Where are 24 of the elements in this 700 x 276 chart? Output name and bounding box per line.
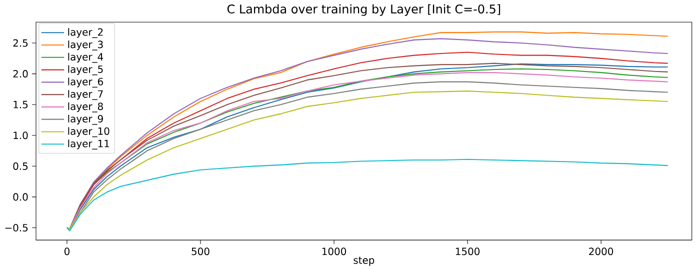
legend-label: layer_6 bbox=[68, 78, 103, 88]
x-tick-label: 1500 bbox=[456, 248, 480, 256]
y-tick-label: 1.5 bbox=[14, 100, 28, 108]
x-tick-label: 2000 bbox=[589, 248, 614, 256]
legend-label: layer_9 bbox=[68, 114, 103, 125]
x-tick-label: 500 bbox=[192, 248, 210, 256]
y-tick-label: 0.5 bbox=[13, 162, 28, 170]
legend-label: layer_10 bbox=[68, 127, 110, 138]
legend-label: layer_7 bbox=[68, 90, 103, 100]
y-tick-label: 0.0 bbox=[13, 193, 28, 201]
y-tick-label: 2.0 bbox=[13, 70, 28, 78]
chart-title: C Lambda over training by Layer [Init C=-0.5] bbox=[227, 4, 500, 16]
x-axis-title: step bbox=[354, 256, 374, 266]
x-tick-label: 1000 bbox=[322, 248, 346, 256]
legend-label: layer_3 bbox=[68, 40, 103, 50]
legend-label: layer_5 bbox=[68, 65, 103, 76]
y-tick-label: −0.5 bbox=[5, 224, 28, 232]
legend-label: layer_8 bbox=[68, 102, 103, 112]
y-tick-label: 1.0 bbox=[14, 132, 28, 140]
legend-label: layer_4 bbox=[68, 52, 104, 63]
y-tick-label: 2.5 bbox=[13, 39, 28, 47]
legend-label: layer_2 bbox=[68, 28, 103, 38]
legend-label: layer_11 bbox=[68, 140, 110, 150]
x-tick-label: 0 bbox=[64, 248, 70, 256]
